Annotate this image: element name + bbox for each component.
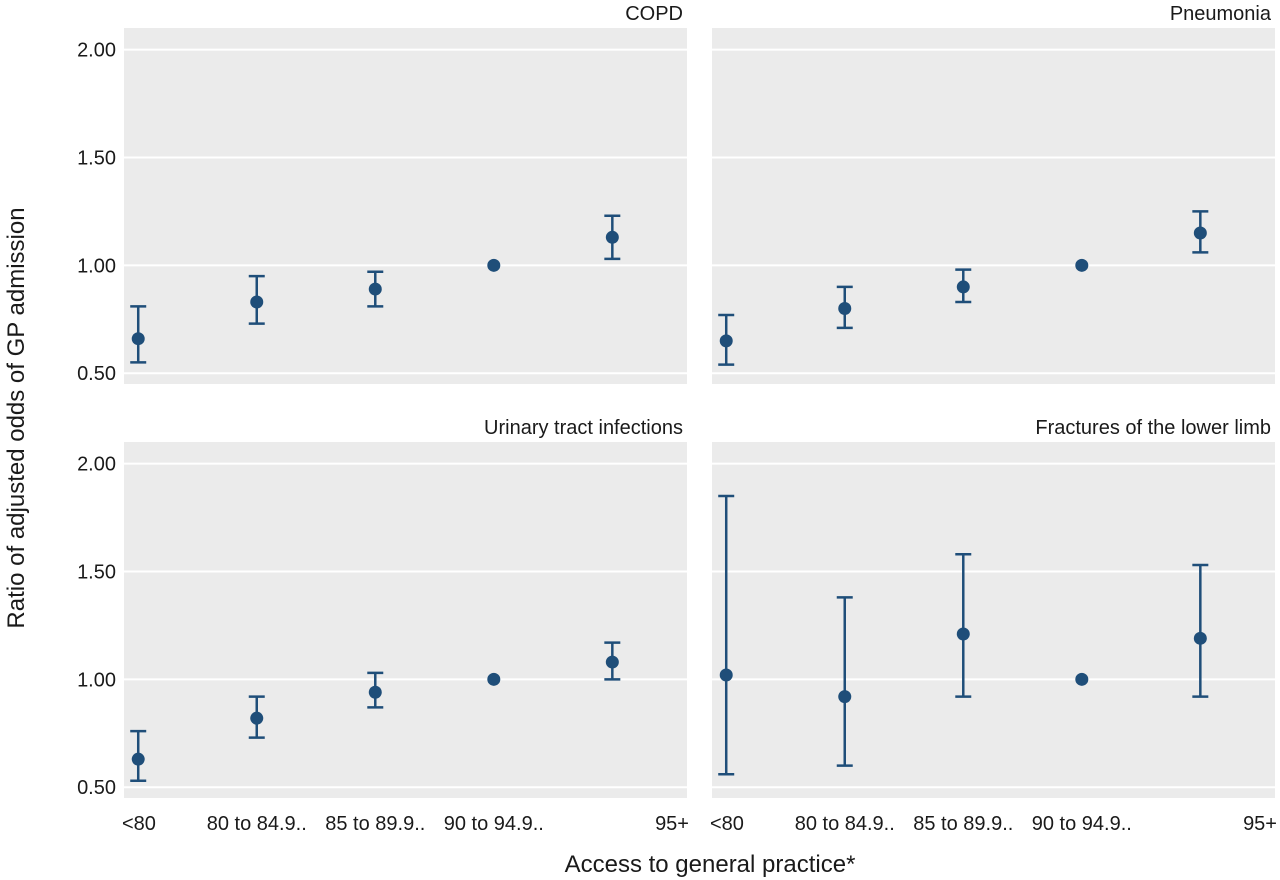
data-point bbox=[131, 332, 145, 346]
data-point bbox=[487, 258, 501, 272]
x-tick-label: 80 to 84.9.. bbox=[795, 813, 895, 835]
data-point bbox=[956, 280, 970, 294]
data-point bbox=[1193, 226, 1207, 240]
y-tick-label: 2.00 bbox=[77, 40, 116, 62]
y-axis-title: Ratio of adjusted odds of GP admission bbox=[3, 207, 30, 628]
x-tick-label: 85 to 89.9.. bbox=[325, 813, 425, 835]
x-tick-label: 90 to 94.9.. bbox=[1032, 813, 1132, 835]
data-point bbox=[368, 282, 382, 296]
panel-title: COPD bbox=[625, 3, 683, 25]
data-point bbox=[250, 295, 264, 309]
y-tick-label: 1.00 bbox=[77, 255, 116, 277]
panel-2: Urinary tract infections 0.50 1.00 1.50 2.00… bbox=[77, 417, 689, 835]
panel-title: Pneumonia bbox=[1170, 3, 1272, 25]
x-tick-label: 80 to 84.9.. bbox=[207, 813, 307, 835]
data-point bbox=[838, 301, 852, 315]
x-tick-label: 95+ bbox=[655, 813, 689, 835]
data-point bbox=[487, 672, 501, 686]
y-tick-label: 0.50 bbox=[77, 777, 116, 799]
x-tick-label: 90 to 94.9.. bbox=[444, 813, 544, 835]
panel-1: Pneumonia bbox=[712, 3, 1275, 384]
data-point bbox=[131, 752, 145, 766]
data-point bbox=[368, 685, 382, 699]
panel-3: Fractures of the lower limb <80 80 to 84.9… bbox=[710, 417, 1277, 835]
data-point bbox=[719, 334, 733, 348]
data-point bbox=[605, 230, 619, 244]
panel-background bbox=[124, 442, 687, 798]
panel-background bbox=[712, 28, 1275, 384]
panel-title: Fractures of the lower limb bbox=[1035, 417, 1271, 439]
x-axis-title: Access to general practice* bbox=[565, 851, 856, 878]
y-tick-label: 1.00 bbox=[77, 669, 116, 691]
panel-background bbox=[712, 442, 1275, 798]
data-point bbox=[1193, 631, 1207, 645]
data-point bbox=[956, 627, 970, 641]
x-tick-label: <80 bbox=[122, 813, 156, 835]
data-point bbox=[1075, 258, 1089, 272]
y-tick-label: 2.00 bbox=[77, 454, 116, 476]
y-tick-label: 0.50 bbox=[77, 363, 116, 385]
data-point bbox=[838, 690, 852, 704]
x-tick-label: 85 to 89.9.. bbox=[913, 813, 1013, 835]
data-point bbox=[605, 655, 619, 669]
panel-0: COPD 0.50 1.00 1.50 2.00 bbox=[77, 3, 687, 385]
x-tick-label: <80 bbox=[710, 813, 744, 835]
panel-title: Urinary tract infections bbox=[484, 417, 683, 439]
data-point bbox=[719, 668, 733, 682]
panel-background bbox=[124, 28, 687, 384]
panels: COPD 0.50 1.00 1.50 2.00 Pneumonia Urinary tra… bbox=[77, 3, 1277, 835]
y-tick-label: 1.50 bbox=[77, 147, 116, 169]
data-point bbox=[250, 711, 264, 725]
y-tick-label: 1.50 bbox=[77, 561, 116, 583]
data-point bbox=[1075, 672, 1089, 686]
x-tick-label: 95+ bbox=[1243, 813, 1277, 835]
